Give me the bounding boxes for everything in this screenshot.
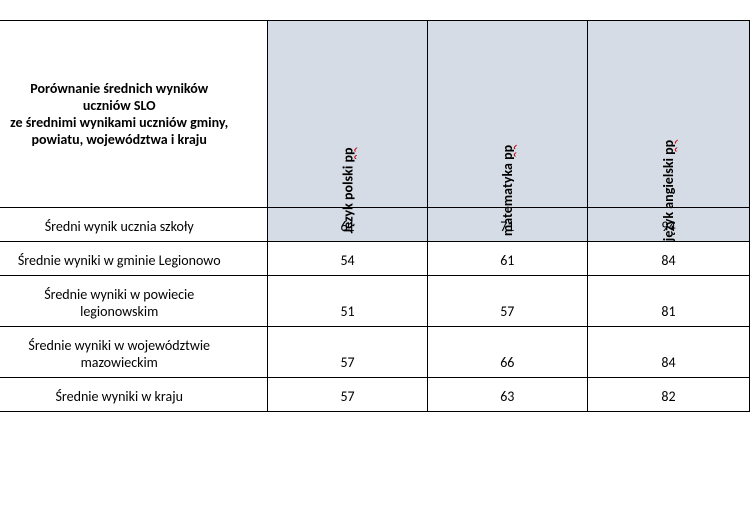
table-row: Średnie wyniki w gminie Legionowo 54 61 …	[0, 242, 750, 276]
cell-value: 84	[587, 242, 749, 276]
row-label: Średnie wyniki w powiecie legionowskim	[0, 276, 268, 327]
cell-value: 61	[427, 242, 587, 276]
table-row: Średnie wyniki w powiecie legionowskim 5…	[0, 276, 750, 327]
table-row: Średnie wyniki w kraju 57 63 82	[0, 378, 750, 412]
column-header-polish-label: Język polski pp	[339, 148, 356, 234]
cell-value: 57	[427, 276, 587, 327]
column-header-english-label: język angielski pp	[660, 140, 677, 241]
table-header-row: Porównanie średnich wyników uczniów SLO …	[0, 21, 750, 208]
table-row: Średni wynik ucznia szkoły 61 71 94	[0, 208, 750, 242]
table-body: Średni wynik ucznia szkoły 61 71 94 Śred…	[0, 208, 750, 412]
cell-value: 84	[587, 327, 749, 378]
cell-value: 63	[427, 378, 587, 412]
header-title-line1: Porównanie średnich wyników	[0, 80, 257, 97]
header-title-line3: ze średnimi wynikami uczniów gminy,	[0, 114, 257, 131]
column-header-math: matematyka pp	[427, 21, 587, 208]
table-row: Średnie wyniki w województwie mazowiecki…	[0, 327, 750, 378]
cell-value: 57	[268, 327, 427, 378]
row-label: Średnie wyniki w województwie mazowiecki…	[0, 327, 268, 378]
row-label: Średni wynik ucznia szkoły	[0, 208, 268, 242]
results-comparison-table: Porównanie średnich wyników uczniów SLO …	[0, 20, 750, 412]
column-header-english: język angielski pp	[587, 21, 749, 208]
cell-value: 51	[268, 276, 427, 327]
header-title-line4: powiatu, województwa i kraju	[0, 131, 257, 148]
row-label: Średnie wyniki w gminie Legionowo	[0, 242, 268, 276]
column-header-math-label: matematyka pp	[499, 145, 516, 236]
header-title-line2: uczniów SLO	[0, 97, 257, 114]
header-title-cell: Porównanie średnich wyników uczniów SLO …	[0, 21, 268, 208]
cell-value: 81	[587, 276, 749, 327]
cell-value: 54	[268, 242, 427, 276]
cell-value: 57	[268, 378, 427, 412]
cell-value: 82	[587, 378, 749, 412]
row-label: Średnie wyniki w kraju	[0, 378, 268, 412]
cell-value: 66	[427, 327, 587, 378]
column-header-polish: Język polski pp	[268, 21, 427, 208]
